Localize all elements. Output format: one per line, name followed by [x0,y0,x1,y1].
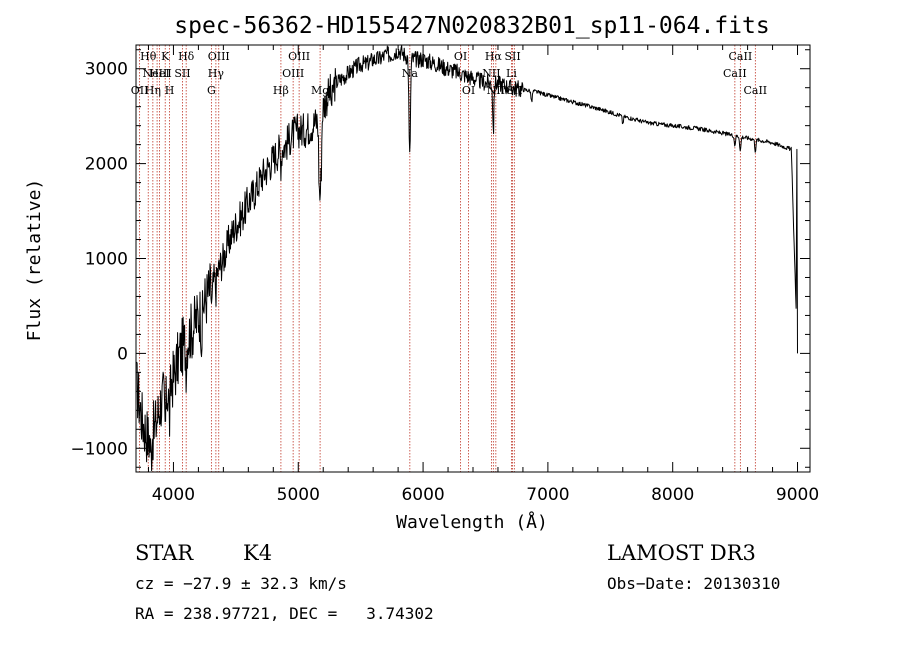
line-marker-label: Mg [311,84,329,97]
chart-title: spec-56362-HD155427N020832B01_sp11-064.f… [174,13,769,39]
spectrum-line [136,45,798,472]
line-marker-label: Hθ [140,50,157,63]
line-marker-label: K [161,50,170,63]
line-marker-label: Hγ [208,67,225,80]
line-marker-label: SII [506,84,522,97]
line-marker-label: NII [487,84,505,97]
line-marker-label: OIII [208,50,230,63]
x-tick-label: 6000 [401,485,444,505]
plot-frame [135,44,811,473]
y-tick-label: −1000 [70,439,128,459]
line-marker-label: Hβ [273,84,289,97]
line-marker-label: NII [482,67,500,80]
line-marker-label: G [207,84,216,97]
line-marker-label: CaII [743,84,767,97]
x-tick-label: 4000 [152,485,195,505]
y-axis-label: Flux (relative) [24,179,45,342]
x-tick-label: 7000 [526,485,569,505]
line-marker-label: OI [462,84,475,97]
line-marker-label: OI [454,50,467,63]
object-subclass: K4 [243,541,272,565]
line-marker-label: H [165,84,175,97]
x-tick-label: 5000 [277,485,320,505]
line-marker-label: SII [504,50,520,63]
x-axis: 4000 5000 6000 7000 8000 9000 [147,45,819,505]
line-marker-label: HeI [149,67,169,80]
y-tick-label: 0 [117,344,128,364]
y-tick-label: 3000 [85,60,128,80]
y-axis: −1000 0 1000 2000 3000 [70,49,810,468]
x-tick-label: 9000 [776,485,819,505]
y-tick-label: 1000 [85,250,128,270]
line-marker-label: Li [506,67,517,80]
line-marker-label: OII [131,84,149,97]
ra-dec-coordinates: RA = 238.97721, DEC = 3.74302 [135,604,434,623]
object-class: STAR [135,541,194,565]
line-marker-label: CaII [723,67,747,80]
x-axis-label: Wavelength (Å) [396,511,548,533]
line-marker-label: Hδ [178,50,195,63]
line-marker-label: Na [402,67,419,80]
line-marker-label: OIII [282,67,304,80]
line-marker-label: NeIII [143,67,172,80]
line-marker-label: CaII [729,50,753,63]
x-tick-label: 8000 [651,485,694,505]
line-marker-label: SII [174,67,190,80]
observation-date: Obs−Date: 20130310 [607,574,780,593]
spectrum-series [136,45,798,472]
line-marker-label: Hη [145,84,161,97]
line-marker-label: OIII [288,50,310,63]
y-tick-label: 2000 [85,155,128,175]
redshift-cz: cz = −27.9 ± 32.3 km/s [135,574,347,593]
survey-name: LAMOST DR3 [607,541,756,565]
line-marker-group [139,45,756,472]
line-marker-label: Hα [485,50,503,63]
